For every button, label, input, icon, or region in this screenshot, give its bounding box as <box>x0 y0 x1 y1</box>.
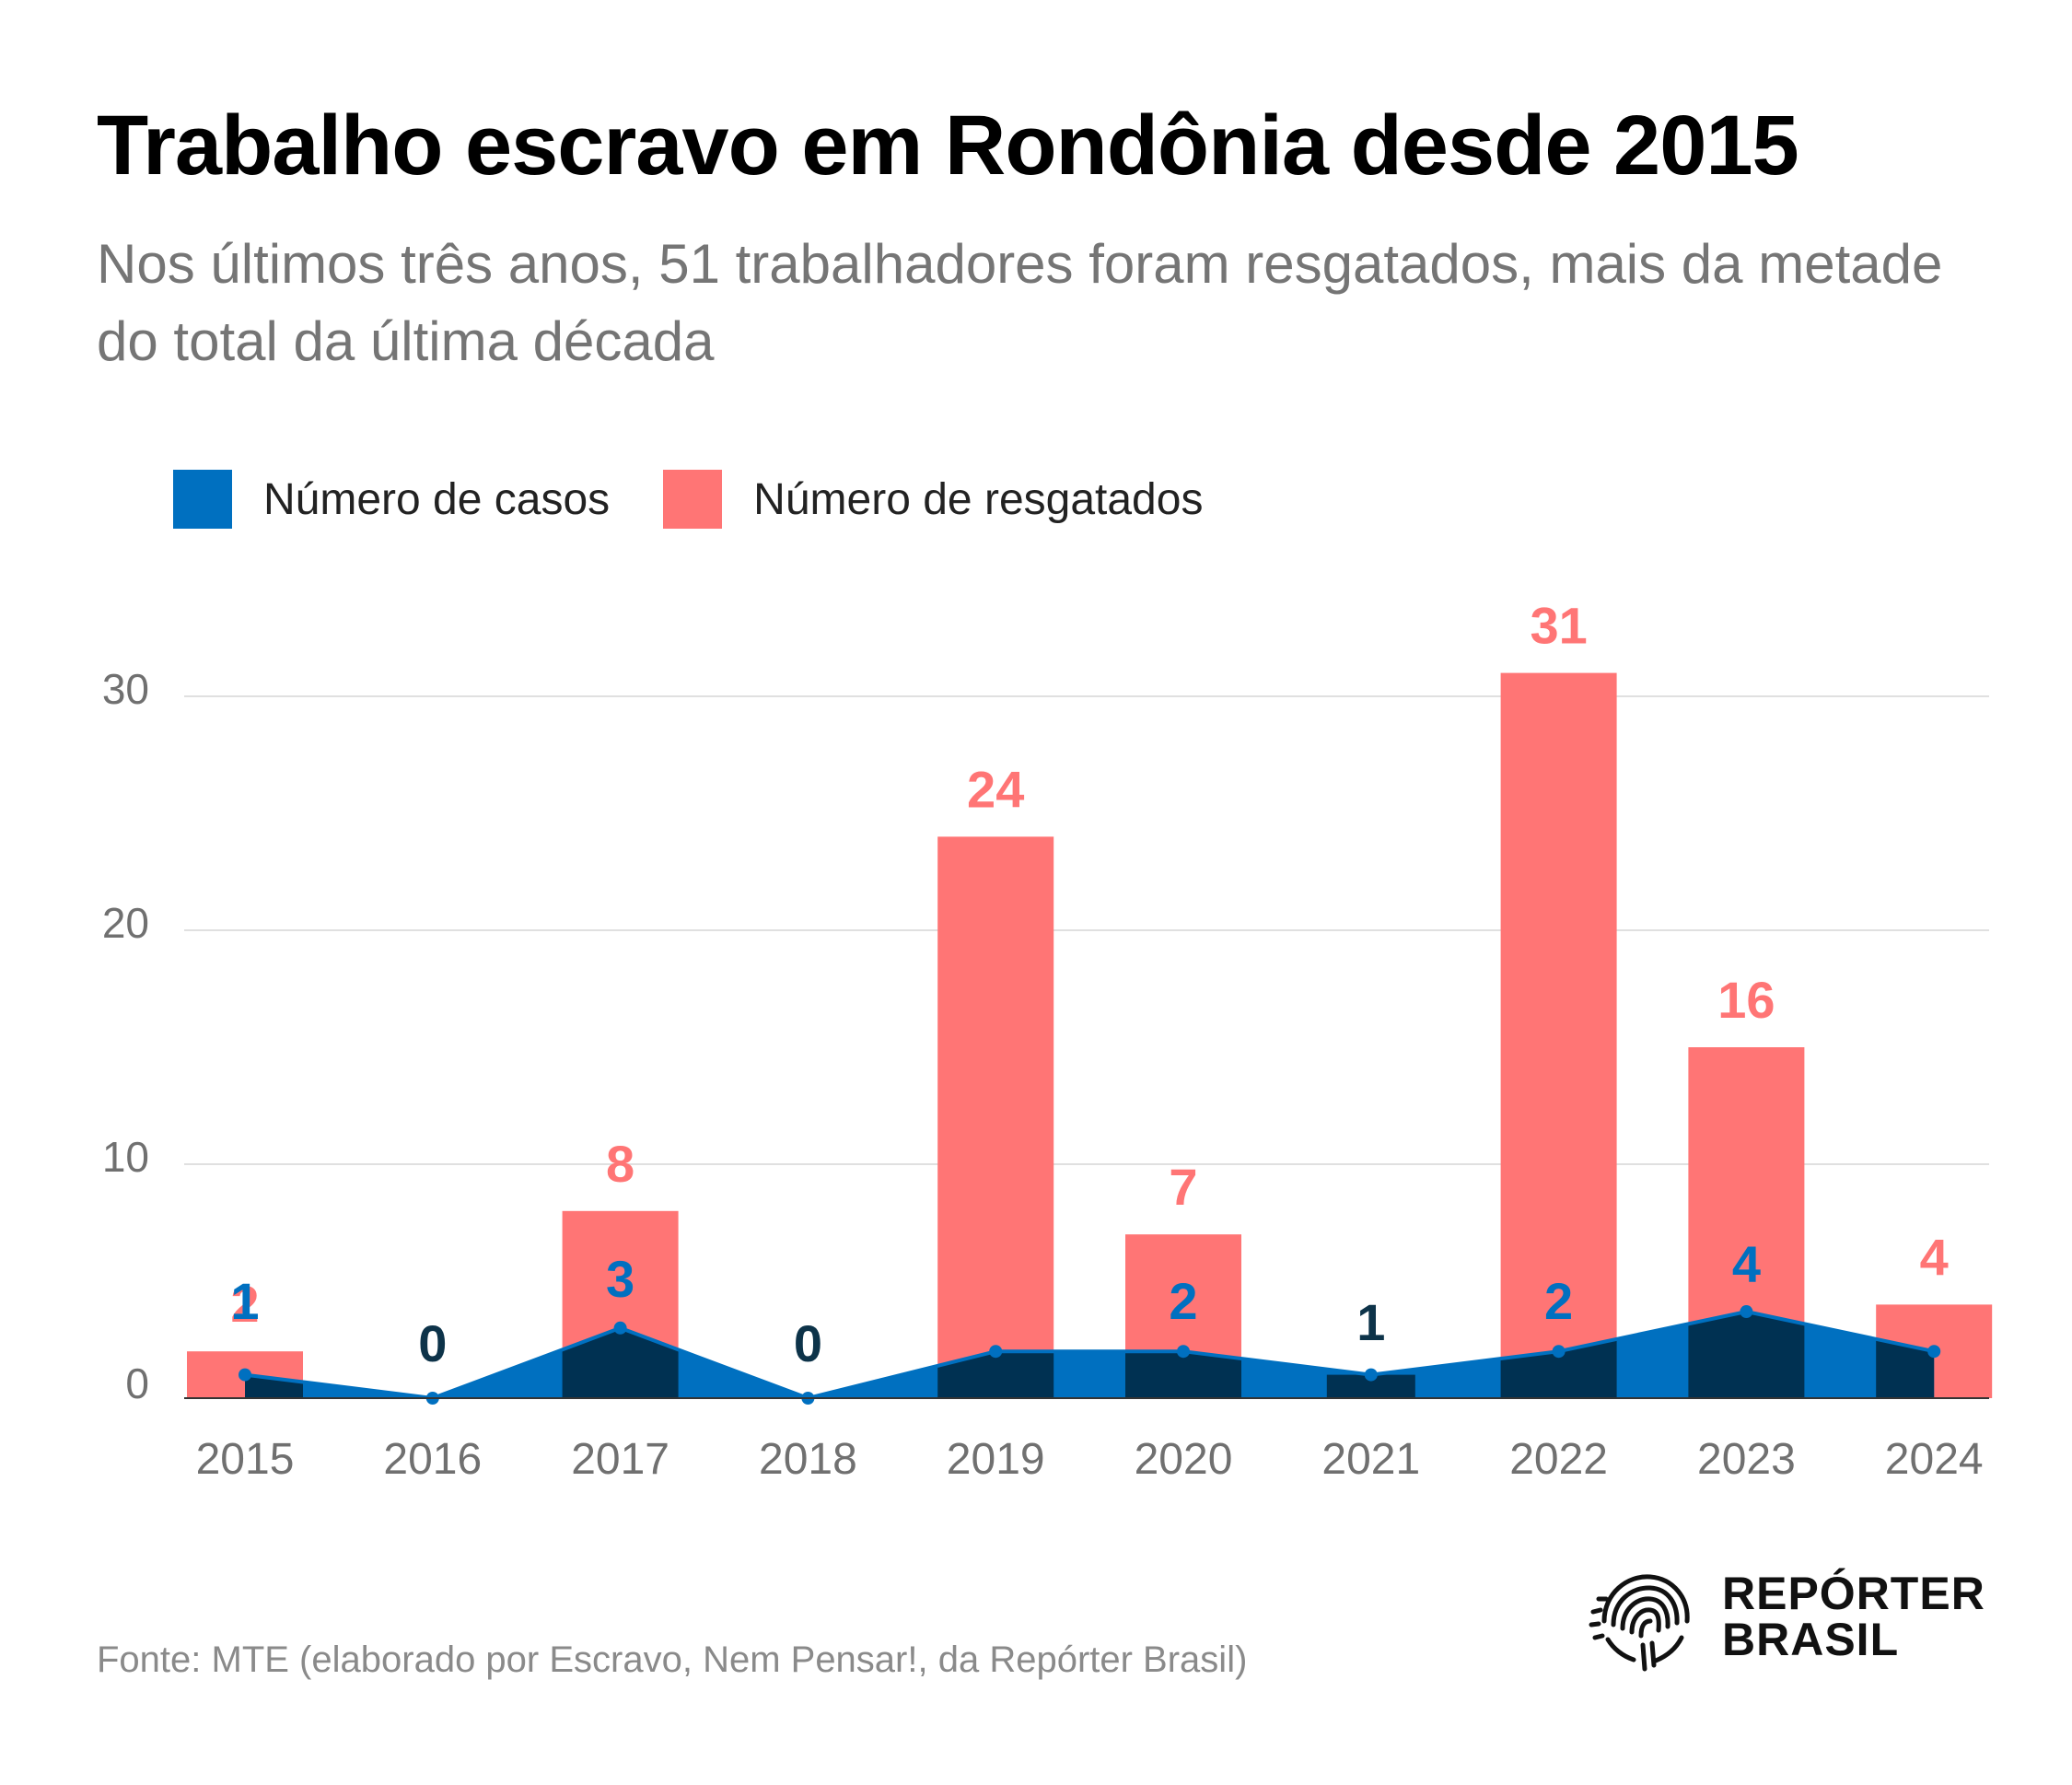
logo-line-1: REPÓRTER <box>1722 1568 1985 1619</box>
x-tick-label: 2024 <box>1885 1435 1984 1484</box>
bar-resgatados <box>1500 672 1617 1398</box>
area-overlap <box>1688 1312 1805 1398</box>
legend-item-casos: Número de casos <box>173 470 610 529</box>
data-label-resgatados: 7 <box>1169 1158 1197 1216</box>
legend-label-casos: Número de casos <box>263 474 611 524</box>
point-casos <box>1177 1345 1190 1359</box>
data-label-casos: 2 <box>1169 1272 1197 1330</box>
x-tick-label: 2023 <box>1697 1435 1796 1484</box>
y-tick-label: 30 <box>102 665 149 713</box>
y-tick-label: 20 <box>102 899 149 947</box>
bar-resgatados <box>937 836 1054 1398</box>
data-label-resgatados: 31 <box>1530 597 1587 655</box>
chart-title: Trabalho escravo em Rondônia desde 2015 <box>97 99 1799 192</box>
point-casos <box>239 1368 251 1382</box>
data-label-resgatados: 4 <box>1920 1228 1949 1286</box>
data-label-casos: 4 <box>1732 1235 1761 1293</box>
y-tick-label: 10 <box>102 1133 149 1181</box>
legend-swatch-resgatados <box>663 470 723 529</box>
data-label-casos: 0 <box>418 1314 447 1372</box>
x-tick-label: 2020 <box>1135 1435 1233 1484</box>
y-tick-label: 0 <box>125 1359 149 1407</box>
logo-wordmark: REPÓRTER BRASIL <box>1722 1570 1985 1662</box>
x-tick-label: 2016 <box>383 1435 482 1484</box>
point-casos <box>1364 1368 1378 1382</box>
x-tick-label: 2018 <box>759 1435 857 1484</box>
data-label-casos: 1 <box>230 1272 259 1330</box>
x-tick-label: 2017 <box>571 1435 669 1484</box>
data-label-resgatados: 2 <box>230 1275 259 1333</box>
point-casos <box>989 1345 1003 1359</box>
legend: Número de casos Número de resgatados <box>173 470 1256 529</box>
x-tick-label: 2015 <box>196 1435 295 1484</box>
source-note: Fonte: MTE (elaborado por Escravo, Nem P… <box>97 1639 1248 1680</box>
x-tick-label: 2022 <box>1509 1435 1608 1484</box>
fingerprint-icon <box>1589 1574 1690 1672</box>
x-tick-label: 2019 <box>947 1435 1045 1484</box>
data-label-casos: 3 <box>606 1250 634 1308</box>
logo-line-2: BRASIL <box>1722 1614 1900 1665</box>
x-tick-label: 2021 <box>1321 1435 1420 1484</box>
data-label-resgatados: 16 <box>1717 971 1775 1029</box>
publisher-logo: REPÓRTER BRASIL <box>1586 1557 1985 1676</box>
point-casos <box>613 1321 627 1335</box>
point-casos <box>1740 1305 1753 1319</box>
legend-label-resgatados: Número de resgatados <box>753 474 1204 524</box>
point-casos <box>1927 1345 1941 1359</box>
legend-item-resgatados: Número de resgatados <box>663 470 1203 529</box>
data-label-resgatados: 24 <box>967 760 1024 818</box>
data-label-casos: 2 <box>1544 1272 1573 1330</box>
point-casos <box>1552 1345 1566 1359</box>
data-label-resgatados: 8 <box>606 1135 634 1193</box>
data-label-casos: 0 <box>794 1314 822 1372</box>
data-label-casos: 1 <box>1356 1293 1385 1351</box>
line-casos <box>244 1309 1935 1401</box>
chart-subtitle: Nos últimos três anos, 51 trabalhadores … <box>97 233 1943 372</box>
legend-swatch-casos <box>173 470 232 529</box>
